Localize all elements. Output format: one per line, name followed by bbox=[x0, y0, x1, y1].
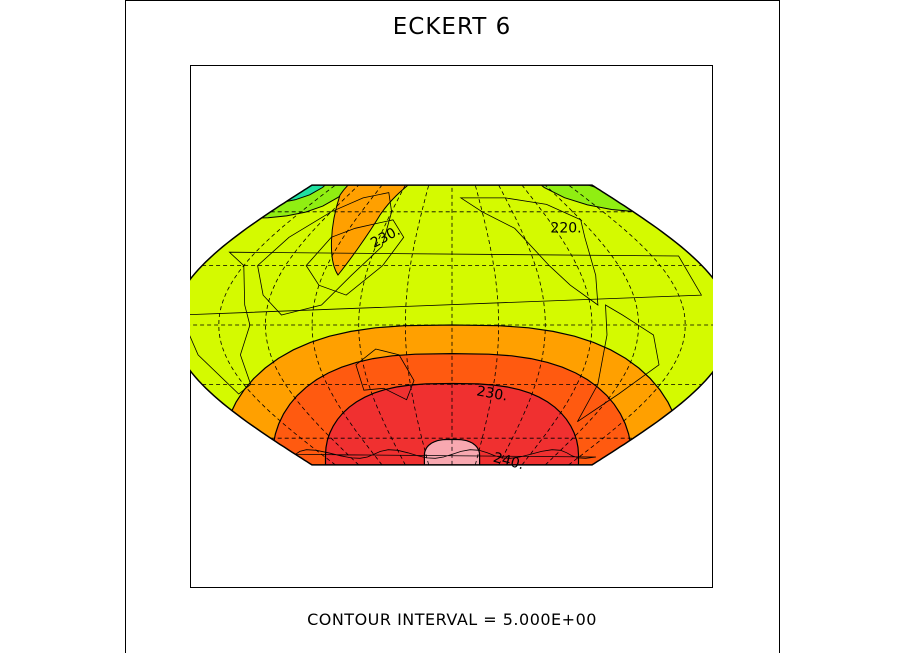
meridian-line bbox=[498, 185, 546, 465]
contour-label: 240. bbox=[491, 450, 525, 474]
page-frame bbox=[125, 0, 780, 653]
graticule bbox=[190, 185, 713, 465]
meridian-line bbox=[474, 185, 499, 465]
coastline bbox=[355, 348, 415, 401]
contour-labels: 230. 220.230.240. bbox=[368, 220, 582, 473]
coastline bbox=[190, 251, 703, 395]
map-canvas: 230. 220.230.240. bbox=[190, 70, 713, 473]
meridian-line bbox=[545, 185, 640, 465]
meridian-line bbox=[568, 185, 686, 465]
coastlines bbox=[190, 192, 703, 459]
meridian-line bbox=[405, 185, 430, 465]
contour-band-205 bbox=[221, 121, 279, 163]
map-outline bbox=[190, 184, 713, 466]
map-title: ECKERT 6 bbox=[392, 14, 512, 40]
contour-band-210 bbox=[199, 104, 302, 178]
contour-band-235-north bbox=[331, 185, 423, 276]
arctic-low-west bbox=[190, 104, 363, 219]
contour-interval-caption: CONTOUR INTERVAL = 5.000E+00 bbox=[307, 610, 597, 629]
meridian-line bbox=[264, 185, 359, 465]
contour-band-220 bbox=[542, 185, 713, 196]
contour-label: 230. bbox=[475, 383, 508, 404]
coastline bbox=[257, 192, 393, 316]
coastline bbox=[459, 197, 599, 306]
coastline bbox=[577, 304, 660, 423]
contour-label: 220. bbox=[550, 220, 581, 236]
contour-band-210 bbox=[607, 93, 712, 158]
meridian-line bbox=[218, 185, 336, 465]
contour-band-215 bbox=[572, 70, 713, 178]
contour-band-215 bbox=[190, 185, 322, 192]
contour-band-220 bbox=[190, 185, 343, 206]
contour-band-225 bbox=[190, 185, 363, 219]
coastline bbox=[305, 219, 405, 296]
